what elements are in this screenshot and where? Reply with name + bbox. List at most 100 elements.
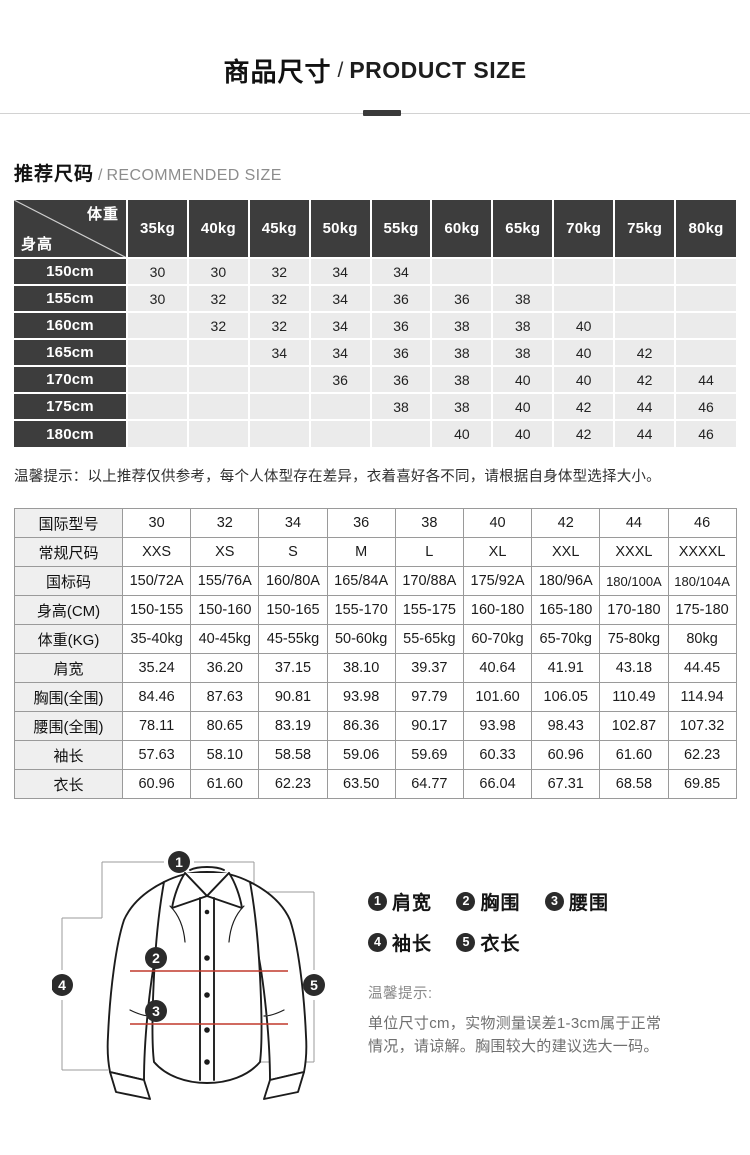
spec-cell: 83.19 [258, 711, 328, 741]
spec-cell: 110.49 [599, 682, 669, 712]
spec-cell: 60.96 [531, 740, 601, 770]
spec-cell: 86.36 [326, 711, 396, 741]
spec-cell: 150-155 [121, 595, 192, 625]
spec-cell: XXL [531, 537, 601, 567]
subtitle-cn: 推荐尺码 [14, 164, 95, 185]
spec-row-label: 胸围(全围) [14, 682, 123, 712]
spec-cell: 90.81 [258, 682, 328, 712]
spec-cell: 150/72A [121, 566, 192, 596]
diagonal-divider-icon [14, 200, 126, 258]
size-cell [492, 258, 555, 286]
legend-label-3: 腰围 [568, 893, 609, 914]
recommended-size-table: 体重 身高 35kg 40kg 45kg 50kg 55kg 60kg 65kg… [14, 200, 736, 447]
spec-cell: 65-70kg [531, 624, 601, 654]
table-row: 155cm 30 32 32 34 36 36 38 [14, 285, 736, 313]
size-cell: 36 [309, 366, 372, 394]
table-row: 肩宽 35.24 36.20 37.15 38.10 39.37 40.64 41.91 43.… [14, 653, 737, 683]
divider-accent [363, 110, 401, 116]
spec-cell: 93.98 [462, 711, 533, 741]
diagram-marker-4: 4 [51, 974, 73, 996]
size-cell [614, 285, 677, 313]
size-cell: 44 [675, 366, 736, 394]
spec-cell: 90.17 [394, 711, 464, 741]
weight-column-header: 60kg [431, 200, 494, 259]
spec-cell: 107.32 [667, 711, 737, 741]
size-cell [127, 420, 189, 447]
spec-cell: 114.94 [667, 682, 737, 712]
size-cell: 40 [553, 312, 616, 340]
size-cell [370, 420, 433, 447]
legend-marker-1: 1 [368, 892, 387, 911]
page-title: 商品尺寸 / PRODUCT SIZE [223, 52, 526, 89]
axis-label-weight: 体重 [86, 206, 119, 223]
height-row-header: 155cm [14, 285, 128, 313]
size-cell: 42 [553, 420, 616, 447]
title-divider [0, 109, 750, 119]
legend-row-top: 1 肩宽 2 胸围 3 腰围 [368, 888, 738, 915]
height-row-header: 180cm [14, 420, 128, 447]
size-cell: 42 [614, 366, 677, 394]
weight-column-header: 50kg [309, 200, 372, 259]
spec-cell: XL [462, 537, 533, 567]
size-cell: 36 [370, 339, 433, 367]
spec-cell: 175-180 [667, 595, 737, 625]
spec-row-label: 国际型号 [14, 508, 123, 538]
spec-cell: 36.20 [190, 653, 260, 683]
size-cell [309, 420, 372, 447]
size-cell [187, 339, 250, 367]
spec-row-label: 衣长 [14, 769, 123, 799]
size-cell [187, 393, 250, 421]
spec-cell: 43.18 [599, 653, 669, 683]
measurement-legend: 1 肩宽 2 胸围 3 腰围 4 袖长 5 衣长 温馨提示: 单位尺寸cm，实物测 [368, 888, 738, 1058]
legend-row-bottom: 4 袖长 5 衣长 [368, 929, 738, 956]
svg-text:5: 5 [310, 977, 318, 993]
spec-cell: 160-180 [462, 595, 533, 625]
recommended-size-table-body: 150cm 30 30 32 34 34 155cm 30 32 32 34 36 36 38 160cm 3… [14, 258, 736, 447]
spec-cell: 62.23 [258, 769, 328, 799]
shirt-line-drawing-icon: 1 2 3 4 5 [51, 851, 325, 1100]
spec-cell: 38 [394, 508, 464, 538]
size-cell: 34 [248, 339, 311, 367]
spec-cell: 150-160 [190, 595, 260, 625]
spec-row-label: 袖长 [14, 740, 123, 770]
size-cell [127, 339, 189, 367]
spec-cell: 155-170 [326, 595, 396, 625]
table-row: 衣长 60.96 61.60 62.23 63.50 64.77 66.04 67.31 68.… [14, 769, 737, 799]
size-cell [614, 258, 677, 286]
axis-corner-cell: 体重 身高 [14, 200, 128, 259]
table-row: 国际型号 30 32 34 36 38 40 42 44 46 [14, 508, 737, 538]
diagram-marker-1: 1 [168, 851, 190, 873]
measure-tip-line-1: 单位尺寸cm，实物测量误差1-3cm属于正常 [368, 1015, 662, 1032]
spec-cell: 165-180 [531, 595, 601, 625]
size-cell [675, 285, 736, 313]
spec-cell: 160/80A [258, 566, 328, 596]
spec-cell: 68.58 [599, 769, 669, 799]
size-cell [553, 285, 616, 313]
size-cell: 40 [431, 420, 494, 447]
height-row-header: 150cm [14, 258, 128, 286]
weight-column-header: 70kg [553, 200, 616, 259]
size-cell: 36 [431, 285, 494, 313]
spec-cell: 61.60 [190, 769, 260, 799]
spec-cell: 59.69 [394, 740, 464, 770]
spec-cell: 101.60 [462, 682, 533, 712]
spec-cell: 106.05 [531, 682, 601, 712]
spec-cell: 80.65 [190, 711, 260, 741]
size-cell: 46 [675, 420, 736, 447]
spec-cell: 41.91 [531, 653, 601, 683]
spec-cell: 40-45kg [190, 624, 260, 654]
spec-cell: L [394, 537, 464, 567]
spec-cell: 63.50 [326, 769, 396, 799]
spec-cell: S [258, 537, 328, 567]
measure-tip-body: 单位尺寸cm，实物测量误差1-3cm属于正常 情况，请谅解。胸围较大的建议选大一… [368, 1012, 738, 1058]
spec-cell: 36 [326, 508, 396, 538]
size-cell [248, 420, 311, 447]
size-cell: 40 [492, 420, 555, 447]
size-cell: 34 [309, 312, 372, 340]
spec-cell: 93.98 [326, 682, 396, 712]
size-cell: 46 [675, 393, 736, 421]
spec-cell: 59.06 [326, 740, 396, 770]
spec-cell: 60.33 [462, 740, 533, 770]
size-cell: 38 [431, 366, 494, 394]
